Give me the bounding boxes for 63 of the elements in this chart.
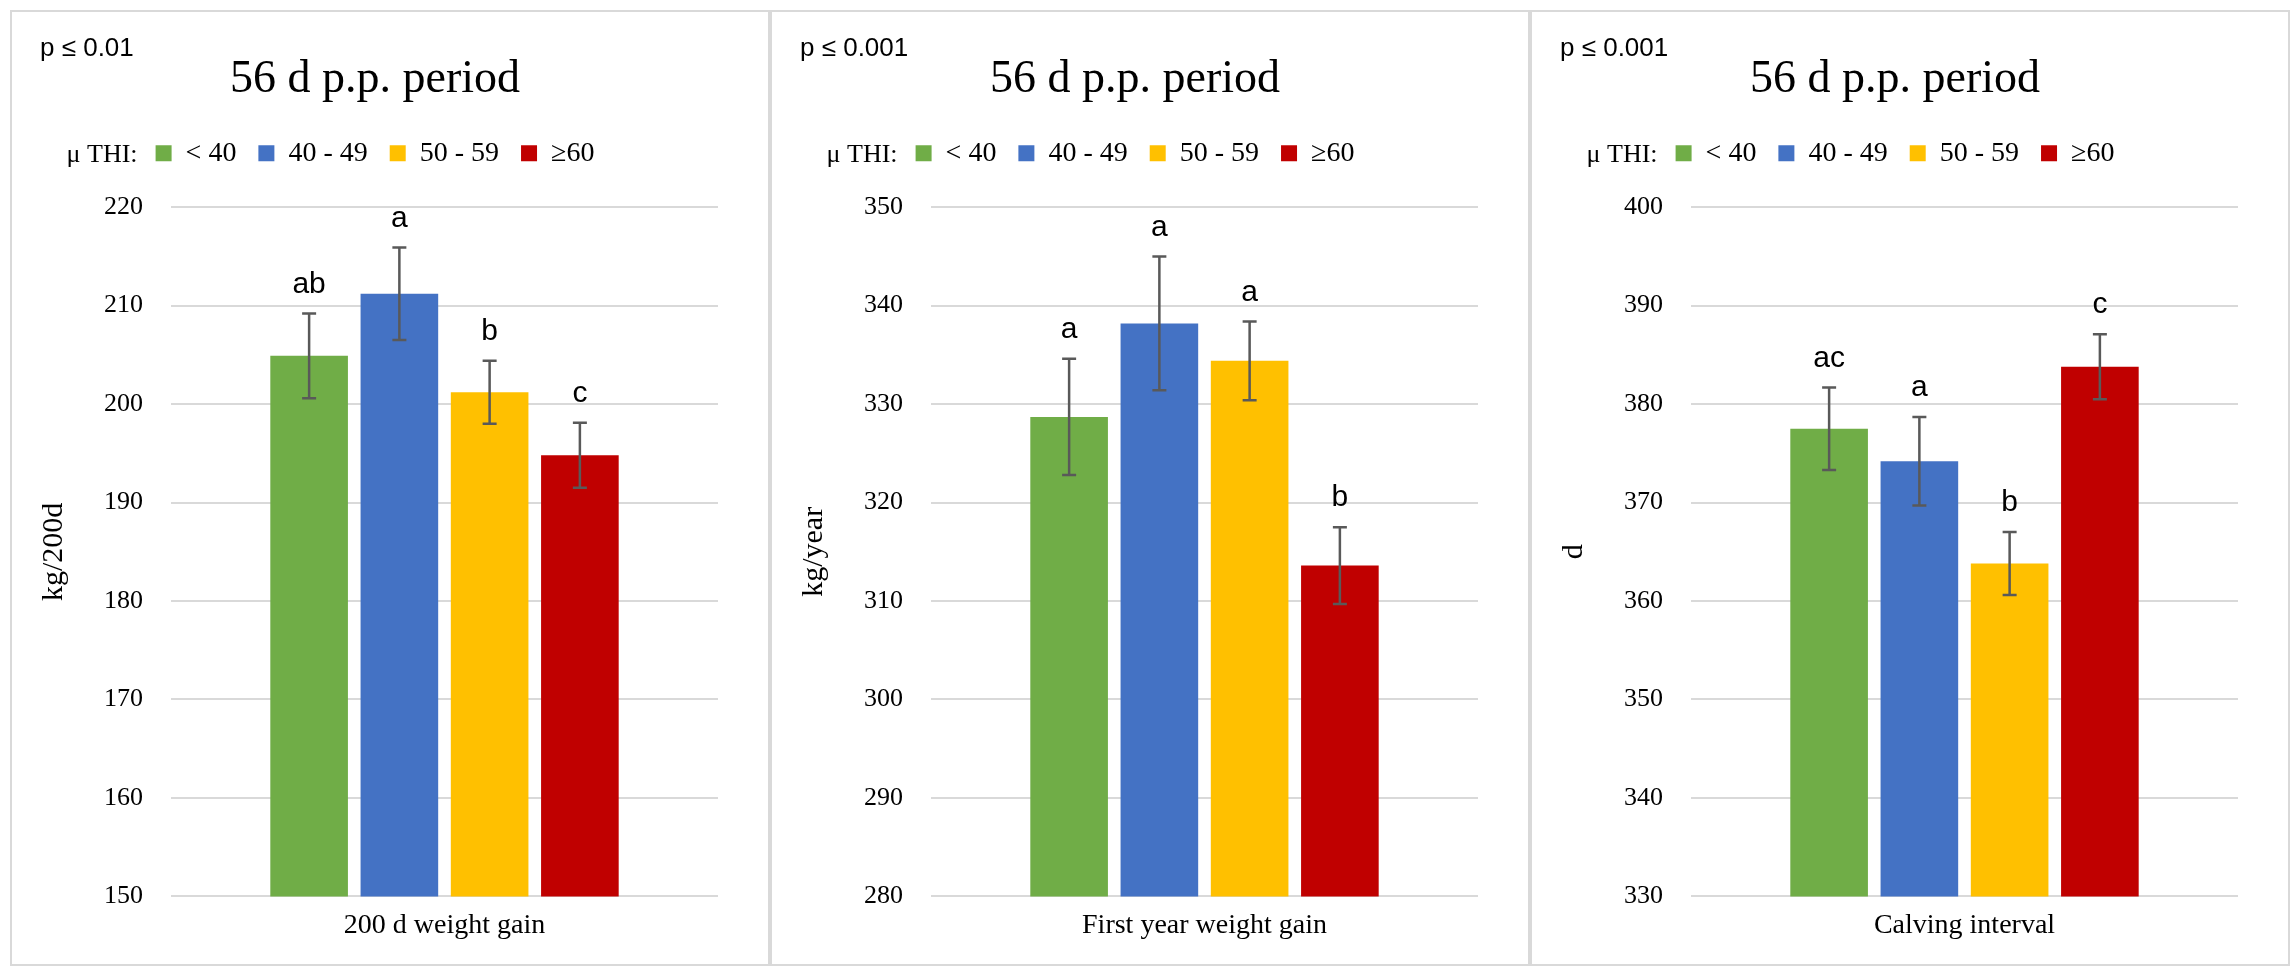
x-tick-label: Calving interval: [1873, 907, 2056, 939]
annotation: c: [572, 375, 588, 409]
annotation: ab: [292, 265, 326, 299]
legend-label: 50 - 59: [1939, 135, 2020, 167]
y-tick-label: 200: [104, 387, 143, 417]
x-tick-label: 200 d weight gain: [343, 907, 546, 939]
y-tick-label: 190: [104, 486, 143, 516]
annotation: b: [481, 313, 498, 347]
y-axis-title: kg/200d: [34, 502, 68, 601]
x-tick-label: First year weight gain: [1082, 907, 1327, 939]
annotation: b: [1331, 479, 1349, 513]
annotation: b: [2001, 484, 2018, 518]
legend-label: ≥60: [551, 135, 595, 167]
y-tick-label: 380: [1624, 387, 1663, 417]
y-axis-title: kg/year: [794, 506, 828, 597]
y-tick-label: 280: [864, 880, 903, 910]
y-tick-label: 340: [864, 289, 903, 319]
annotation: ac: [1813, 339, 1845, 373]
legend-label: 50 - 59: [419, 135, 500, 167]
legend-label: ≥60: [1311, 135, 1355, 167]
y-tick-label: 210: [104, 289, 143, 319]
legend-title: μ THI:: [1586, 139, 1658, 169]
y-tick-label: 170: [104, 683, 143, 713]
y-axis-title: d: [1554, 544, 1588, 560]
y-tick-label: 350: [864, 191, 903, 221]
annotation: a: [1060, 311, 1078, 345]
legend-label: 50 - 59: [1179, 135, 1260, 167]
text: p ≤ 0.01: [40, 32, 134, 63]
y-tick-label: 150: [104, 880, 143, 910]
legend-label: < 40: [1705, 135, 1757, 167]
legend-title: μ THI:: [826, 139, 898, 169]
chart-title: 56 d p.p. period: [229, 50, 521, 102]
y-tick-label: 400: [1624, 191, 1663, 221]
annotation: a: [391, 199, 409, 233]
legend-label: 40 - 49: [1048, 135, 1128, 167]
chart-title: 56 d p.p. period: [1749, 50, 2041, 102]
legend-title: μ THI:: [66, 139, 138, 169]
y-tick-label: 330: [1624, 880, 1663, 910]
y-tick-label: 220: [104, 191, 143, 221]
y-tick-label: 300: [864, 683, 903, 713]
y-tick-label: 330: [864, 387, 903, 417]
y-tick-label: 390: [1624, 289, 1663, 319]
chart-title: 56 d p.p. period: [989, 50, 1281, 102]
y-tick-label: 350: [1624, 683, 1663, 713]
legend-label: 40 - 49: [1808, 135, 1888, 167]
legend-label: < 40: [185, 135, 237, 167]
y-tick-label: 180: [104, 584, 143, 614]
legend-label: < 40: [945, 135, 997, 167]
y-tick-label: 370: [1624, 486, 1663, 516]
annotation: a: [1911, 369, 1929, 403]
y-tick-label: 360: [1624, 584, 1663, 614]
y-tick-label: 340: [1624, 781, 1663, 811]
annotation: a: [1151, 208, 1169, 242]
legend-label: 40 - 49: [288, 135, 368, 167]
y-tick-label: 160: [104, 781, 143, 811]
text: p ≤ 0.001: [1560, 32, 1669, 63]
legend-label: ≥60: [2071, 135, 2115, 167]
annotation: c: [2092, 286, 2108, 320]
y-tick-label: 290: [864, 781, 903, 811]
y-tick-label: 310: [864, 584, 903, 614]
text: p ≤ 0.001: [800, 32, 909, 63]
y-tick-label: 320: [864, 486, 903, 516]
annotation: a: [1241, 273, 1259, 307]
